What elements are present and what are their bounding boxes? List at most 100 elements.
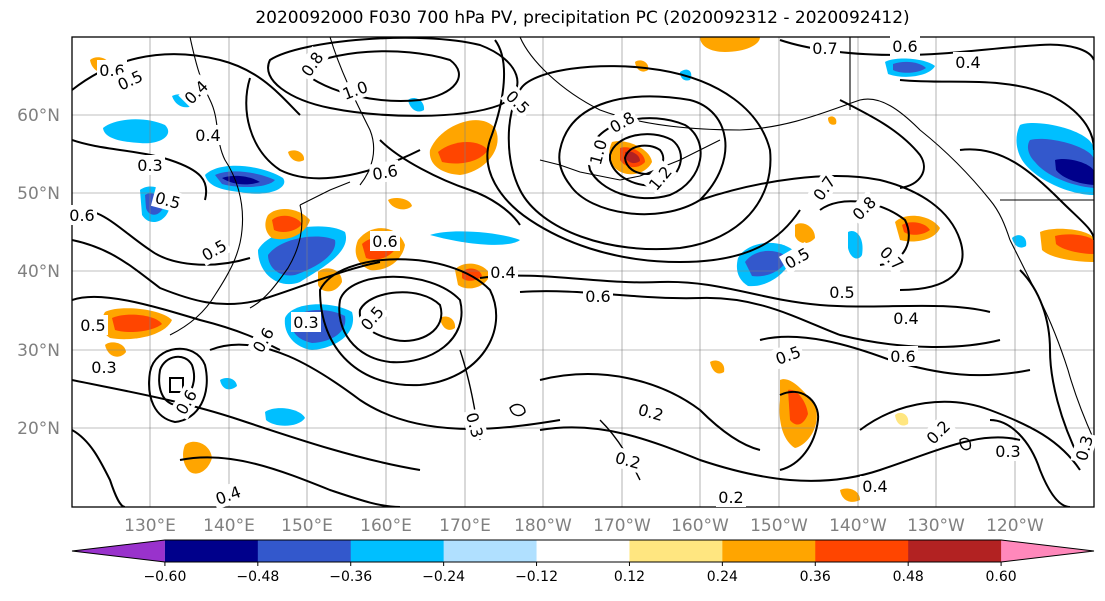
contour-label-bg bbox=[920, 414, 956, 450]
contour-label-bg bbox=[78, 315, 108, 335]
contour-label-bg bbox=[953, 52, 983, 72]
pv-contour bbox=[379, 139, 521, 226]
pv-contour bbox=[859, 400, 1081, 471]
contour-label-bg bbox=[246, 322, 280, 358]
coastline-aleutians bbox=[539, 139, 721, 181]
colorbar-segment bbox=[257, 540, 352, 562]
colorbar-tick-label: 0.60 bbox=[986, 569, 1017, 585]
contour-label-bg bbox=[993, 441, 1023, 461]
pv-contour bbox=[989, 419, 1071, 507]
contour-label-bg bbox=[89, 357, 119, 377]
colorbar-tick-labels: −0.60 −0.48 −0.36 −0.24 −0.12 0.12 0.24 0.36 0.4… bbox=[143, 562, 1017, 585]
lon-label: 130°W bbox=[907, 516, 965, 536]
precip-blob bbox=[625, 151, 640, 164]
coastline-japan bbox=[249, 204, 303, 309]
contour-label-bg bbox=[193, 125, 223, 145]
contour-label-bg bbox=[1070, 430, 1098, 466]
contour-label-bg bbox=[716, 487, 746, 507]
contour-label-bg bbox=[291, 312, 321, 332]
contour-label-bg bbox=[807, 169, 841, 207]
pv-contour bbox=[318, 258, 498, 387]
lon-label: 170°W bbox=[593, 516, 651, 536]
precip-blob bbox=[1055, 234, 1094, 254]
precip-blob bbox=[840, 488, 860, 502]
contour-label-bg bbox=[196, 233, 232, 267]
lon-label: 150°W bbox=[750, 516, 808, 536]
colorbar-tick-label: 0.36 bbox=[800, 569, 831, 585]
contour-label-text: 0.6 bbox=[892, 37, 917, 56]
pv-contour bbox=[779, 390, 820, 471]
lat-label: 40°N bbox=[17, 262, 60, 282]
contour-label-text: 0.7 bbox=[876, 243, 907, 274]
contour-label: 0.3 bbox=[461, 407, 489, 443]
precip-blob bbox=[710, 360, 725, 374]
colorbar-extend-max bbox=[1001, 540, 1094, 562]
colorbar-tick-label: −0.48 bbox=[236, 569, 279, 585]
precip-blob bbox=[438, 141, 488, 164]
lat-label: 50°N bbox=[17, 184, 60, 204]
contour-label: 0.3 bbox=[89, 357, 119, 377]
colorbar-segment bbox=[722, 540, 816, 562]
colorbar-tick-label: −0.24 bbox=[422, 569, 465, 585]
contour-label-bg bbox=[584, 134, 612, 170]
lon-label: 170°E bbox=[439, 516, 491, 536]
precip-blob bbox=[103, 119, 169, 144]
contour-label-text: 0.4 bbox=[490, 263, 515, 282]
contour-label-bg bbox=[112, 64, 148, 96]
contour-label-bg bbox=[860, 476, 890, 496]
pv-contour bbox=[507, 65, 772, 251]
precip-blob bbox=[795, 223, 815, 244]
contour-label-bg bbox=[500, 84, 536, 120]
pv-contour bbox=[609, 133, 682, 187]
pv-contour bbox=[179, 456, 401, 507]
contour-label: 0.2 bbox=[716, 487, 746, 507]
contour-label-text: 0.5 bbox=[829, 283, 854, 302]
precip-blob bbox=[893, 61, 926, 73]
precip-blob bbox=[268, 236, 336, 276]
contour-label-bg bbox=[135, 155, 165, 175]
precip-blob bbox=[745, 250, 788, 277]
contour-label-text: 0.4 bbox=[195, 126, 220, 145]
precip-blob bbox=[1055, 159, 1094, 185]
colorbar-segment bbox=[536, 540, 630, 562]
contour-label: 0.8 bbox=[295, 45, 329, 83]
contour-label-text: 0.3 bbox=[293, 313, 318, 332]
contour-label-bg bbox=[890, 36, 920, 56]
pv-contour bbox=[479, 274, 991, 313]
pv-contour bbox=[169, 377, 184, 393]
lon-label: 160°W bbox=[671, 516, 729, 536]
contour-label-text: 0.8 bbox=[849, 193, 880, 224]
contour-label-bg bbox=[210, 480, 246, 510]
colorbar-tick-label: 0.12 bbox=[614, 569, 645, 585]
contour-label-text: 0.4 bbox=[893, 309, 918, 328]
contour-label: 0.2 bbox=[610, 446, 646, 474]
contour-label-bg bbox=[633, 398, 669, 426]
colorbar-extend-min bbox=[72, 540, 165, 562]
contour-label-text: 0.2 bbox=[923, 417, 954, 448]
contour-label: 0.5 bbox=[354, 300, 390, 336]
contour-label-bg bbox=[150, 186, 186, 214]
colorbar-segment bbox=[629, 540, 723, 562]
precip-blob bbox=[430, 231, 520, 245]
colorbar-segment bbox=[350, 540, 445, 562]
contour-label-text: 0.5 bbox=[502, 87, 533, 118]
contour-label-bg bbox=[368, 159, 402, 185]
contour-label-text: 0.3 bbox=[995, 442, 1020, 461]
contour-label-bg bbox=[770, 340, 806, 370]
map-title: 2020092000 F030 700 hPa PV, precipitatio… bbox=[255, 8, 910, 28]
contour-label: 0.4 bbox=[891, 308, 921, 328]
contour-label-bg bbox=[779, 241, 815, 275]
lon-label: 120°W bbox=[986, 516, 1044, 536]
coastline-namerica bbox=[1009, 239, 1094, 441]
colorbar bbox=[71, 539, 1095, 563]
contour-label: 0.6 bbox=[370, 231, 400, 251]
pv-contour bbox=[509, 403, 526, 417]
contour-label: 0.6 bbox=[67, 205, 97, 225]
contour-label: 0.5 bbox=[827, 282, 857, 302]
contour-label-bg bbox=[827, 282, 857, 302]
longitude-labels: 130°E 140°E 150°E 160°E 170°E 180°W 170°W 160°W… bbox=[124, 516, 1044, 536]
pv-contour bbox=[539, 373, 761, 451]
precip-blob bbox=[220, 378, 237, 390]
precip-blob bbox=[265, 408, 305, 426]
